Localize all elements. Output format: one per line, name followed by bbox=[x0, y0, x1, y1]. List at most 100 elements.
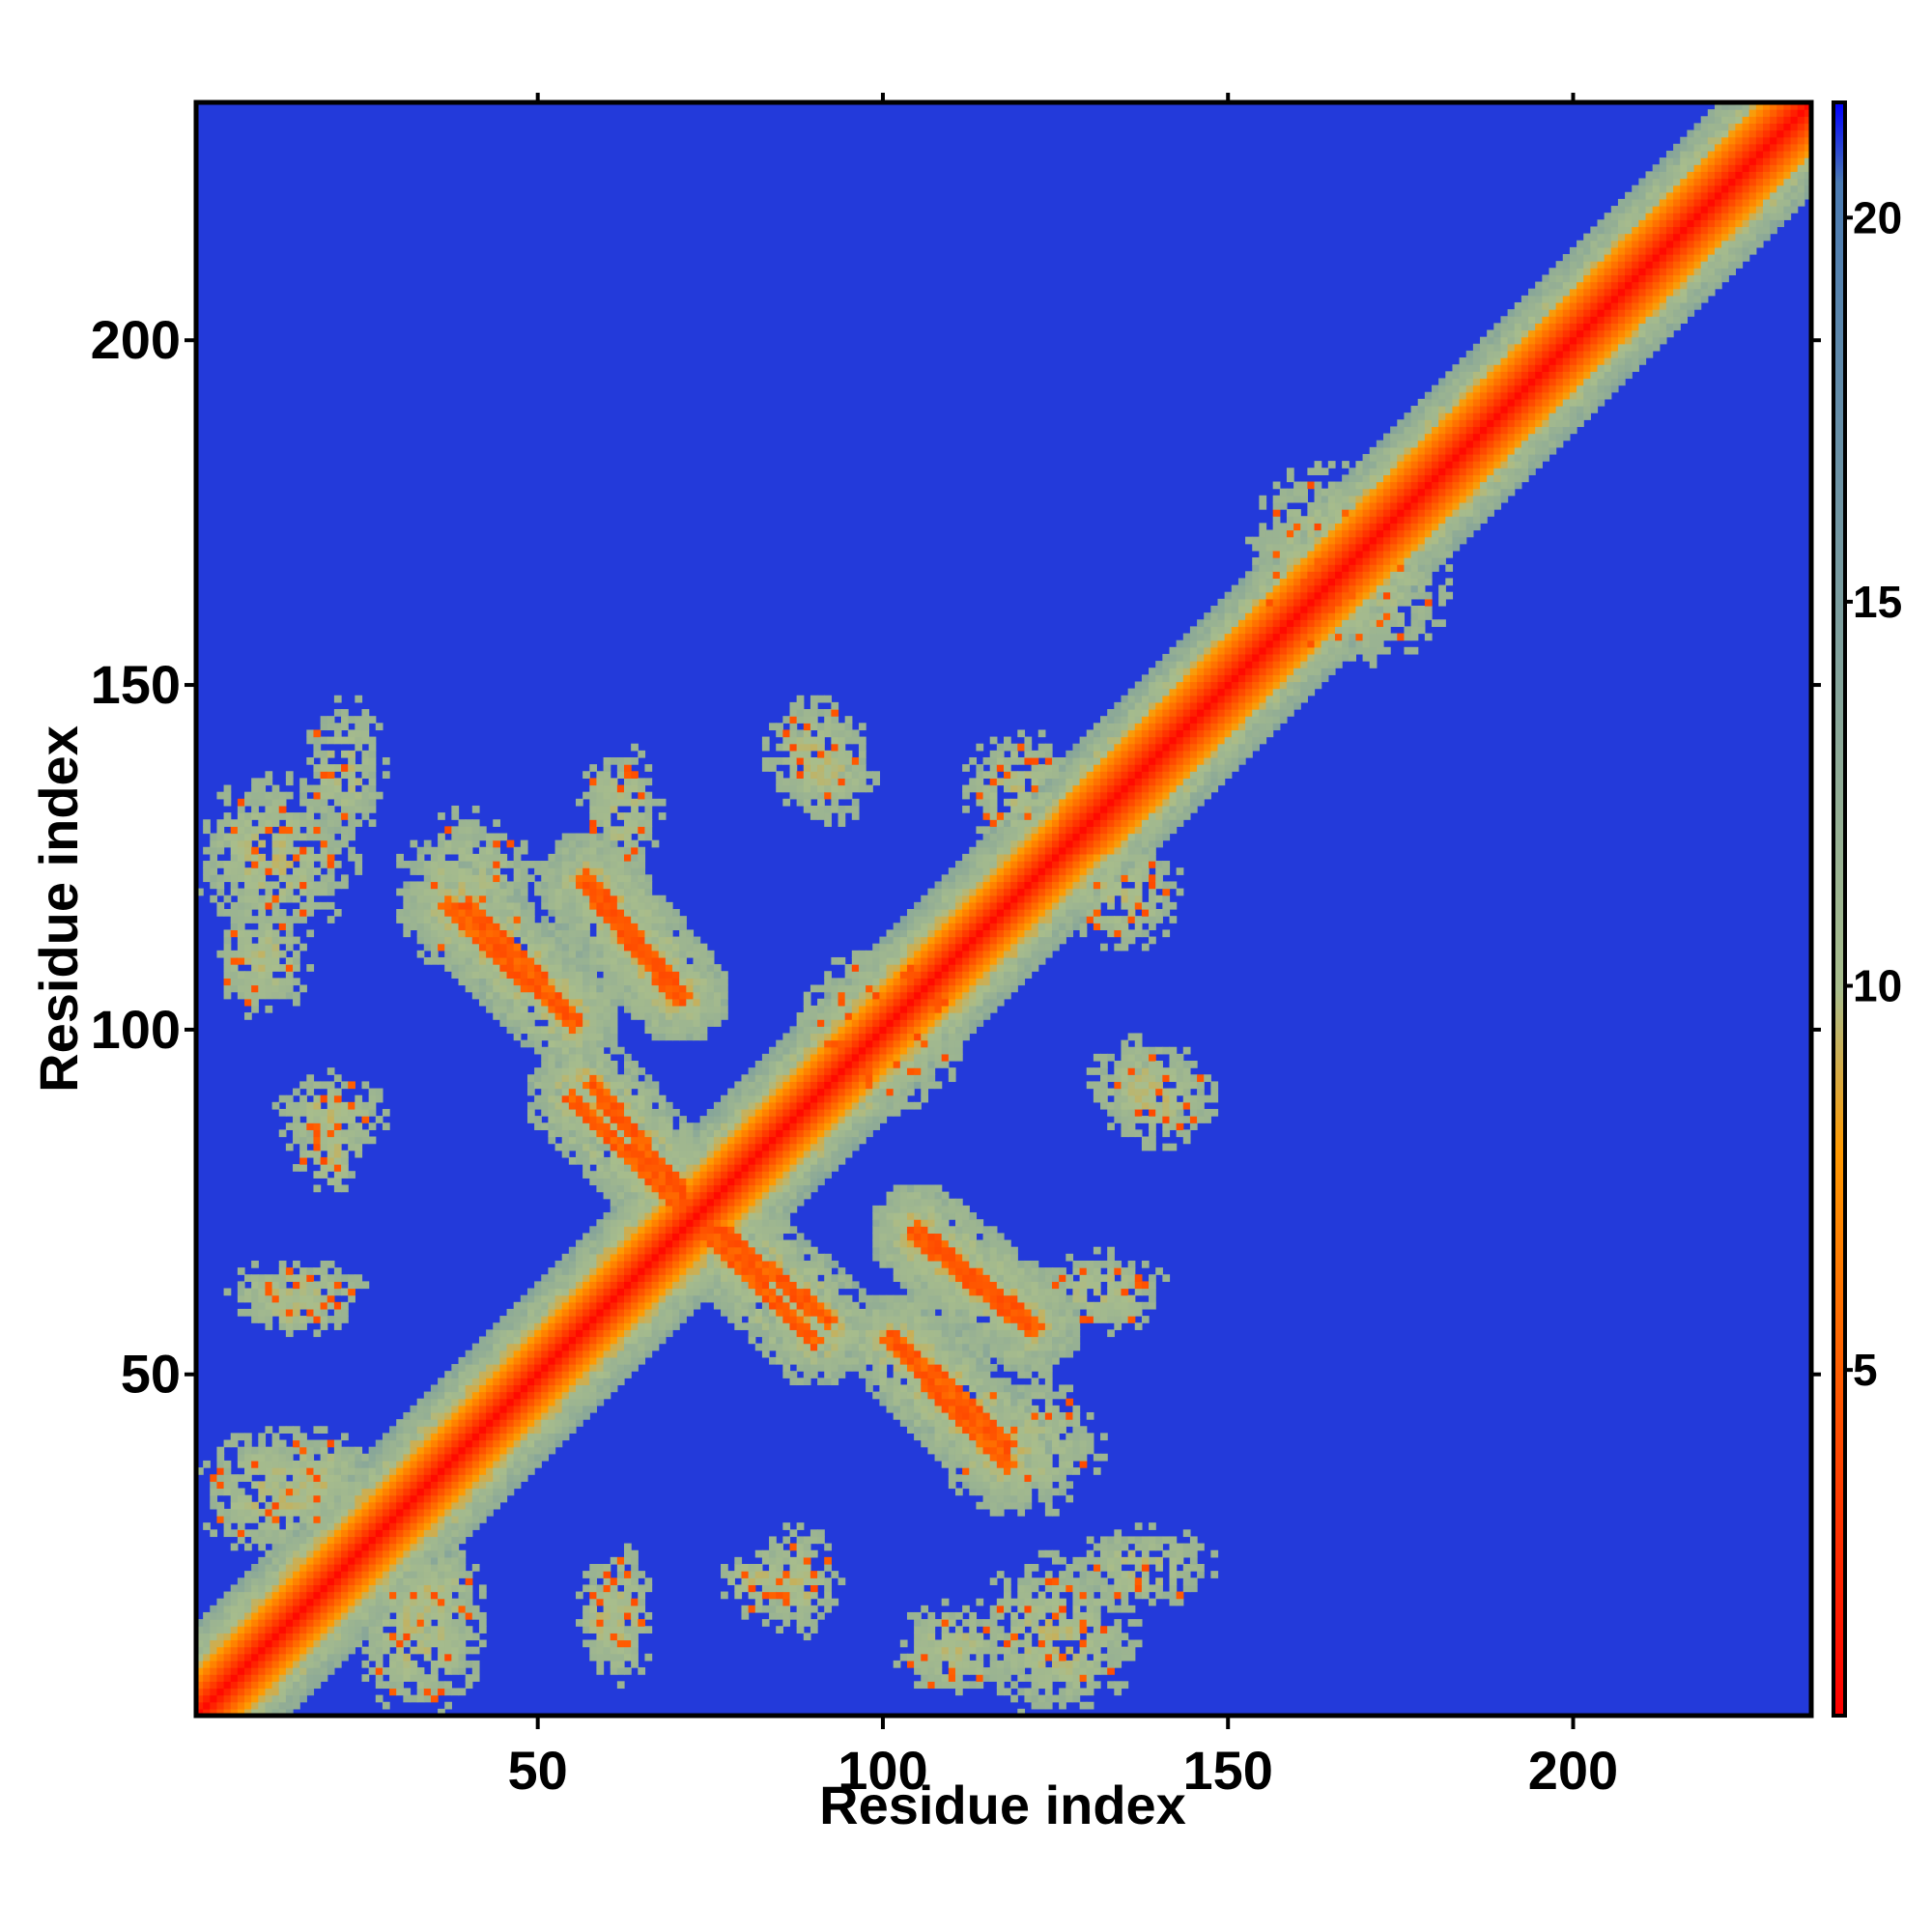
heatmap-cell bbox=[258, 901, 267, 910]
heatmap-cell bbox=[368, 1653, 377, 1662]
heatmap-cell bbox=[458, 833, 467, 841]
heatmap-cell bbox=[216, 950, 225, 958]
heatmap-cell bbox=[561, 1411, 570, 1420]
heatmap-cell bbox=[506, 936, 515, 945]
heatmap-cell bbox=[575, 874, 583, 883]
heatmap-cell bbox=[575, 1246, 583, 1255]
heatmap-cell bbox=[389, 1501, 397, 1510]
heatmap-cell bbox=[631, 1322, 639, 1330]
heatmap-cell bbox=[410, 1563, 418, 1572]
heatmap-cell bbox=[285, 1660, 294, 1668]
heatmap-cell bbox=[534, 1322, 542, 1330]
heatmap-cell bbox=[423, 846, 432, 855]
heatmap-cell bbox=[644, 1294, 653, 1303]
heatmap-cell bbox=[271, 1446, 280, 1455]
heatmap-cell bbox=[403, 1571, 412, 1578]
heatmap-cell bbox=[493, 1012, 500, 1020]
heatmap-cell bbox=[624, 1143, 632, 1151]
heatmap-cell bbox=[513, 1378, 522, 1386]
heatmap-cell bbox=[251, 1308, 259, 1317]
heatmap-cell bbox=[293, 909, 300, 917]
heatmap-cell bbox=[582, 1074, 590, 1083]
heatmap-cell bbox=[438, 1508, 445, 1517]
heatmap-cell bbox=[451, 971, 460, 979]
heatmap-cell bbox=[638, 1294, 646, 1303]
heatmap-cell bbox=[216, 1488, 225, 1496]
heatmap-cell bbox=[299, 819, 307, 827]
heatmap-cell bbox=[251, 895, 259, 903]
heatmap-cell bbox=[299, 1543, 307, 1551]
heatmap-cell bbox=[568, 1129, 577, 1138]
heatmap-cell bbox=[548, 1122, 556, 1130]
heatmap-cell bbox=[561, 916, 570, 923]
heatmap-cell bbox=[624, 1598, 632, 1606]
heatmap-cell bbox=[596, 1108, 605, 1117]
heatmap-cell bbox=[513, 1433, 522, 1441]
heatmap-cell bbox=[658, 1329, 667, 1338]
heatmap-cell bbox=[582, 771, 590, 779]
heatmap-cell bbox=[616, 909, 625, 917]
heatmap-cell bbox=[265, 1688, 273, 1696]
heatmap-cell bbox=[582, 867, 590, 875]
heatmap-cell bbox=[554, 1116, 563, 1123]
heatmap-cell bbox=[582, 1094, 590, 1103]
heatmap-cell bbox=[368, 1536, 377, 1545]
heatmap-cell bbox=[672, 1026, 680, 1035]
heatmap-cell bbox=[582, 1081, 590, 1090]
heatmap-cell bbox=[486, 1411, 494, 1420]
heatmap-cell bbox=[644, 1281, 653, 1290]
heatmap-cell bbox=[520, 1350, 528, 1358]
heatmap-cell bbox=[368, 1460, 377, 1468]
heatmap-cell bbox=[548, 1274, 556, 1282]
heatmap-cell bbox=[534, 1301, 542, 1310]
heatmap-cell bbox=[506, 964, 515, 972]
heatmap-cell bbox=[320, 798, 328, 807]
heatmap-cell bbox=[430, 1605, 439, 1613]
heatmap-cell bbox=[554, 861, 563, 868]
heatmap-cell bbox=[741, 1198, 750, 1207]
heatmap-cell bbox=[638, 895, 646, 903]
heatmap-cell bbox=[285, 833, 294, 841]
heatmap-cell bbox=[444, 936, 452, 945]
heatmap-cell bbox=[341, 1639, 349, 1648]
heatmap-cell bbox=[327, 1536, 335, 1545]
heatmap-cell bbox=[299, 1577, 307, 1585]
heatmap-cell bbox=[471, 1674, 480, 1682]
heatmap-cell bbox=[396, 1426, 404, 1434]
heatmap-cell bbox=[582, 1611, 590, 1620]
heatmap-cell bbox=[348, 1288, 355, 1296]
heatmap-cell bbox=[534, 1384, 542, 1393]
heatmap-cell bbox=[320, 1529, 328, 1538]
heatmap-cell bbox=[327, 1591, 335, 1600]
heatmap-cell bbox=[548, 1350, 556, 1358]
heatmap-cell bbox=[471, 909, 480, 917]
heatmap-cell bbox=[568, 1253, 577, 1262]
heatmap-cell bbox=[471, 1516, 480, 1523]
heatmap-cell bbox=[548, 923, 556, 931]
heatmap-cell bbox=[410, 1660, 418, 1668]
heatmap-cell bbox=[596, 923, 605, 931]
heatmap-cell bbox=[403, 1474, 412, 1482]
heatmap-cell bbox=[265, 1577, 273, 1585]
heatmap-cell bbox=[355, 1611, 363, 1620]
heatmap-cell bbox=[499, 1012, 508, 1020]
heatmap-cell bbox=[313, 1522, 322, 1530]
heatmap-cell bbox=[293, 1660, 300, 1668]
heatmap-cell bbox=[478, 826, 487, 835]
heatmap-cell bbox=[554, 1322, 563, 1330]
heatmap-cell bbox=[493, 1322, 500, 1330]
heatmap-cell bbox=[265, 1274, 273, 1282]
heatmap-cell bbox=[438, 1639, 445, 1648]
heatmap-cell bbox=[526, 1453, 535, 1462]
heatmap-cell bbox=[624, 1605, 632, 1613]
heatmap-cell bbox=[693, 1233, 701, 1241]
heatmap-cell bbox=[520, 1294, 528, 1303]
heatmap-cell bbox=[582, 1253, 590, 1262]
heatmap-cell bbox=[631, 1626, 639, 1634]
heatmap-cell bbox=[423, 1446, 432, 1455]
heatmap-cell bbox=[513, 853, 522, 862]
heatmap-cell bbox=[423, 1398, 432, 1406]
heatmap-cell bbox=[554, 1301, 563, 1310]
heatmap-cell bbox=[438, 1529, 445, 1538]
heatmap-cell bbox=[478, 867, 487, 875]
